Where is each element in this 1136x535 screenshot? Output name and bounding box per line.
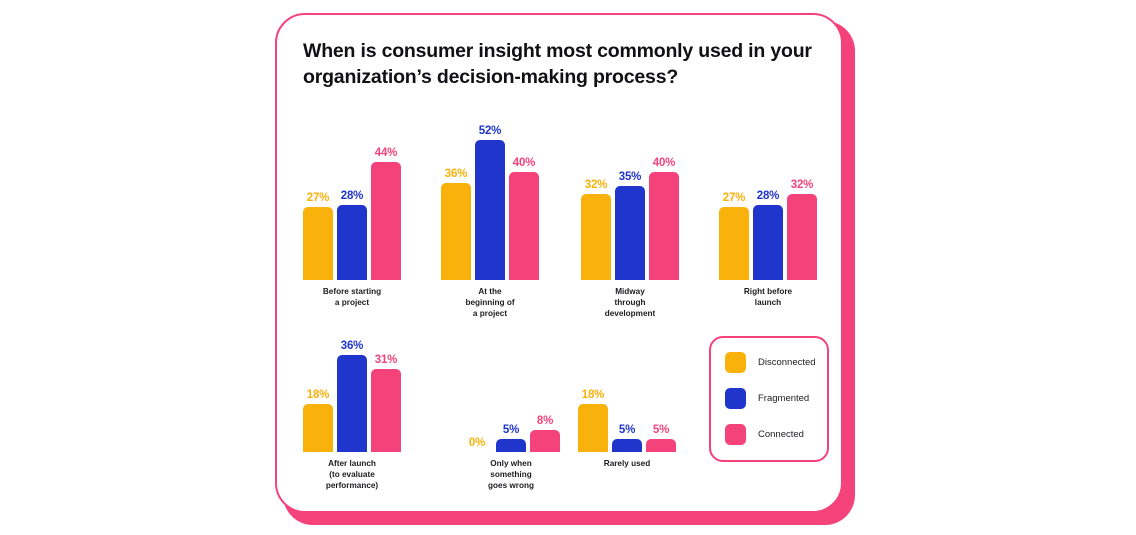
bar-value-label: 32%: [790, 179, 814, 191]
legend-swatch-fragmented: [725, 387, 746, 409]
legend-label-connected: Connected: [758, 428, 804, 440]
bar-value-label: 18%: [306, 389, 330, 401]
bar-item[interactable]: 32%: [581, 120, 611, 280]
bar-group: 27% 28% 32% Right before launch: [719, 120, 817, 307]
bar-value-label: 5%: [618, 424, 636, 436]
bar-item[interactable]: 35%: [615, 120, 645, 280]
bar[interactable]: [337, 205, 367, 280]
bar[interactable]: [649, 172, 679, 280]
bar[interactable]: [612, 439, 642, 452]
bar-value-label: 28%: [756, 190, 780, 202]
bar-value-label: 27%: [306, 192, 330, 204]
legend-label-disconnected: Disconnected: [758, 356, 816, 368]
legend-swatch-connected: [725, 423, 746, 445]
chart-legend: Disconnected Fragmented Connected: [709, 336, 829, 462]
category-label: Before starting a project: [322, 287, 382, 308]
bar-group: 18% 36% 31% After launch (to evaluate perfo…: [303, 292, 401, 490]
category-label: Rarely used: [603, 459, 651, 468]
bar[interactable]: [509, 172, 539, 280]
bar[interactable]: [337, 355, 367, 452]
bar-item[interactable]: 18%: [303, 292, 333, 452]
bar-item[interactable]: 18%: [578, 292, 608, 452]
bar[interactable]: [581, 194, 611, 280]
bar-value-label: 36%: [340, 340, 364, 352]
bar[interactable]: [371, 162, 401, 280]
category-label: After launch (to evaluate performance): [325, 459, 379, 491]
bar-value-label: 36%: [444, 168, 468, 180]
bar-item[interactable]: 52%: [475, 120, 505, 280]
bar-item[interactable]: 5%: [612, 292, 642, 452]
legend-item-fragmented[interactable]: Fragmented: [725, 387, 827, 409]
bar[interactable]: [646, 439, 676, 452]
bar[interactable]: [530, 430, 560, 452]
category-label: Midway through development: [604, 287, 656, 319]
bar-item[interactable]: 27%: [719, 120, 749, 280]
bar-value-label: 8%: [536, 415, 554, 427]
bar-item[interactable]: 36%: [441, 120, 471, 280]
bar-item[interactable]: 40%: [649, 120, 679, 280]
bar[interactable]: [475, 140, 505, 280]
bar-value-label: 32%: [584, 179, 608, 191]
bar-value-label: 18%: [581, 389, 605, 401]
bar-group: 18% 5% 5% Rarely used: [578, 292, 676, 468]
bar-group: 27% 28% 44% Before starting a project: [303, 120, 401, 307]
bar-group: 36% 52% 40% At the beginning of a project: [441, 120, 539, 318]
bar-value-label: 35%: [618, 171, 642, 183]
legend-item-disconnected[interactable]: Disconnected: [725, 351, 827, 373]
legend-item-connected[interactable]: Connected: [725, 423, 827, 445]
bar-item[interactable]: 5%: [496, 292, 526, 452]
bar-group: 32% 35% 40% Midway through development: [581, 120, 679, 318]
bar-value-label: 44%: [374, 147, 398, 159]
bar-value-label: 40%: [512, 157, 536, 169]
bar-item[interactable]: 5%: [646, 292, 676, 452]
bar-item[interactable]: 27%: [303, 120, 333, 280]
legend-label-fragmented: Fragmented: [758, 392, 810, 404]
bar-item[interactable]: 28%: [753, 120, 783, 280]
bar-value-label: 0%: [468, 437, 486, 449]
page-title: When is consumer insight most commonly u…: [303, 40, 812, 88]
bar-item[interactable]: 36%: [337, 292, 367, 452]
bar-group: 0% 5% 8% Only when something goes wrong: [462, 292, 560, 490]
bar-item[interactable]: 8%: [530, 292, 560, 452]
bar-item[interactable]: 32%: [787, 120, 817, 280]
bar[interactable]: [787, 194, 817, 280]
category-label: Only when something goes wrong: [488, 459, 534, 491]
bar-item[interactable]: 28%: [337, 120, 367, 280]
bar-value-label: 5%: [652, 424, 670, 436]
bar[interactable]: [719, 207, 749, 280]
category-label: Right before launch: [743, 287, 793, 308]
bar[interactable]: [303, 404, 333, 452]
bar-item[interactable]: 31%: [371, 292, 401, 452]
bar-value-label: 52%: [478, 125, 502, 137]
bar[interactable]: [496, 439, 526, 452]
bar[interactable]: [753, 205, 783, 280]
bar[interactable]: [371, 369, 401, 452]
bar[interactable]: [441, 183, 471, 280]
bar-item[interactable]: 44%: [371, 120, 401, 280]
bar-value-label: 40%: [652, 157, 676, 169]
bar-value-label: 28%: [340, 190, 364, 202]
bar-item[interactable]: 0%: [462, 292, 492, 452]
bar-item[interactable]: 40%: [509, 120, 539, 280]
bar-value-label: 27%: [722, 192, 746, 204]
category-label: At the beginning of a project: [465, 287, 515, 319]
legend-swatch-disconnected: [725, 351, 746, 373]
bar-value-label: 5%: [502, 424, 520, 436]
bar[interactable]: [615, 186, 645, 280]
bar[interactable]: [578, 404, 608, 452]
bar-value-label: 31%: [374, 354, 398, 366]
bar[interactable]: [303, 207, 333, 280]
